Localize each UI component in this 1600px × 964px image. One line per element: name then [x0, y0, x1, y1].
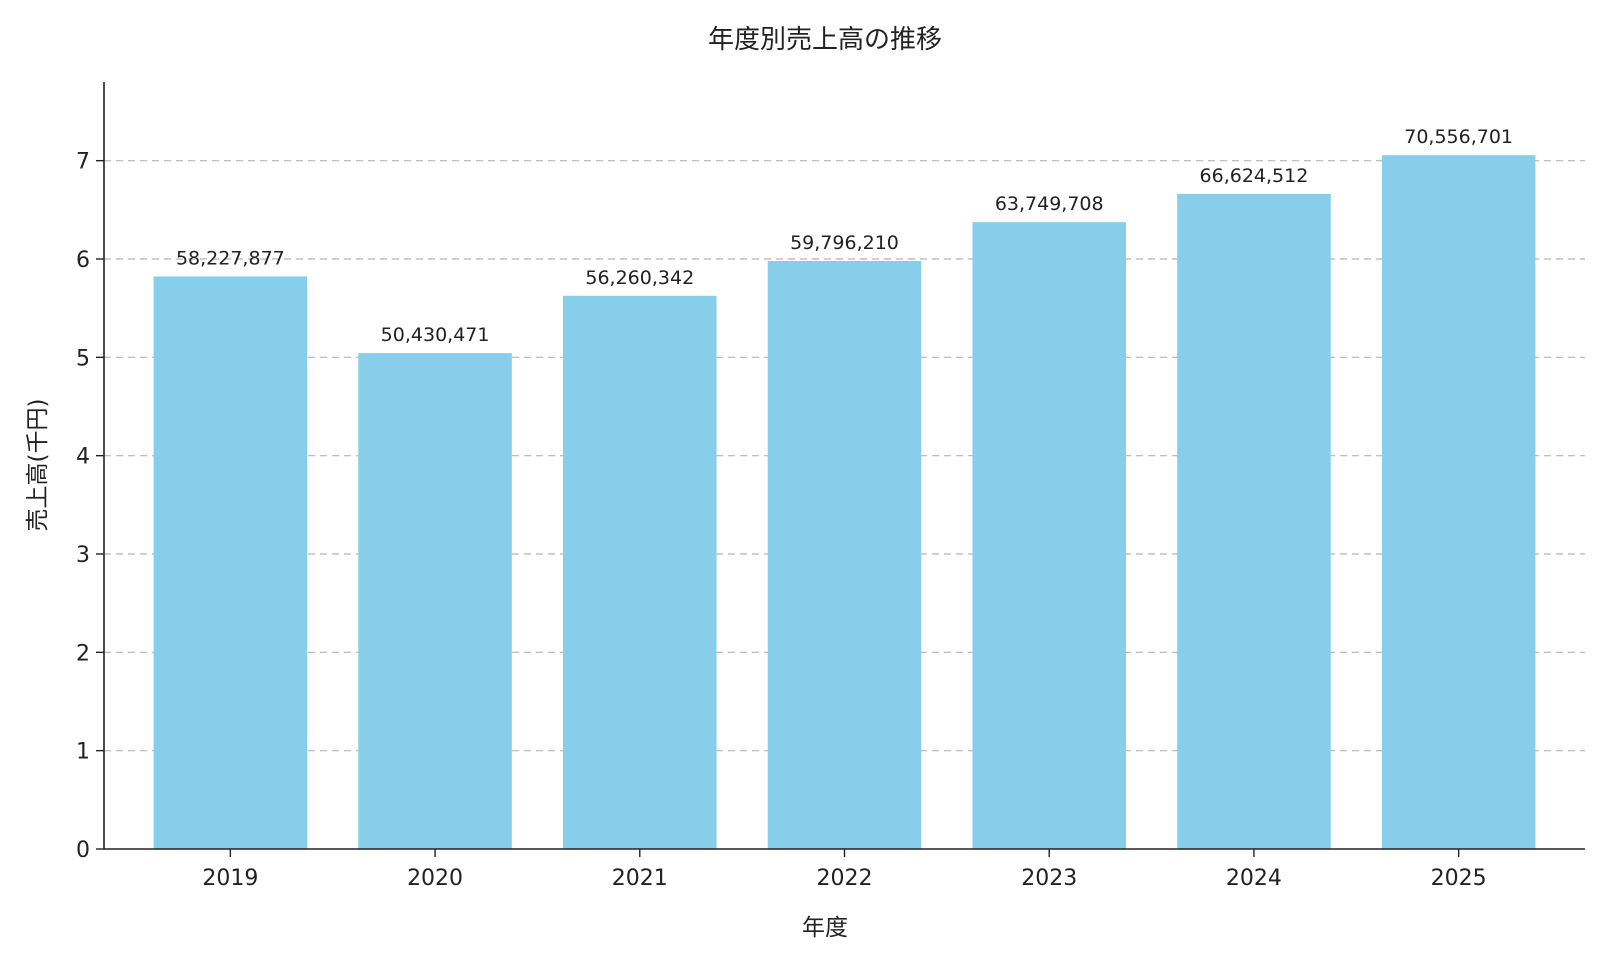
- y-tick-label: 0: [76, 838, 90, 863]
- x-tick-label: 2023: [1021, 866, 1077, 891]
- bar-2023: [972, 222, 1126, 849]
- bar-2025: [1381, 155, 1536, 849]
- data-label-2024: 66,624,512: [1200, 165, 1309, 187]
- x-tick-label: 2019: [202, 866, 258, 891]
- y-tick-label: 4: [76, 445, 90, 470]
- data-label-2022: 59,796,210: [790, 232, 899, 254]
- y-tick-label: 7: [76, 150, 90, 175]
- axes: 0 1 2 3 4 5 6 7 2019 2020 2021 2022 2023 2024 2025: [76, 82, 1585, 891]
- data-label-2025: 70,556,701: [1404, 126, 1513, 148]
- bar-2021: [563, 295, 717, 849]
- data-label-2019: 58,227,877: [176, 247, 285, 269]
- x-axis-label: 年度: [802, 915, 848, 941]
- x-tick-label: 2021: [612, 866, 668, 891]
- y-tick-label: 3: [76, 543, 90, 568]
- y-tick-label: 1: [76, 740, 90, 765]
- data-label-2020: 50,430,471: [381, 324, 490, 346]
- gridlines: [104, 160, 1585, 752]
- data-label-2023: 63,749,708: [995, 193, 1104, 215]
- bar-2022: [767, 261, 922, 850]
- bar-2019: [153, 276, 308, 849]
- x-tick-label: 2024: [1226, 866, 1282, 891]
- x-tick-label: 2020: [407, 866, 463, 891]
- bars: [153, 155, 1536, 850]
- x-tick-label: 2022: [817, 866, 873, 891]
- y-tick-label: 2: [76, 641, 90, 666]
- y-tick-label: 5: [76, 346, 90, 371]
- data-labels: 58,227,877 50,430,471 56,260,342 59,796,210…: [176, 126, 1513, 346]
- x-tick-label: 2025: [1431, 866, 1487, 891]
- data-label-2021: 56,260,342: [585, 267, 694, 289]
- y-tick-label: 6: [76, 248, 90, 273]
- chart-title: 年度別売上高の推移: [708, 25, 942, 55]
- y-axis-label: 売上高(千円): [25, 399, 51, 532]
- bar-2024: [1177, 193, 1331, 850]
- bar-2020: [358, 353, 512, 849]
